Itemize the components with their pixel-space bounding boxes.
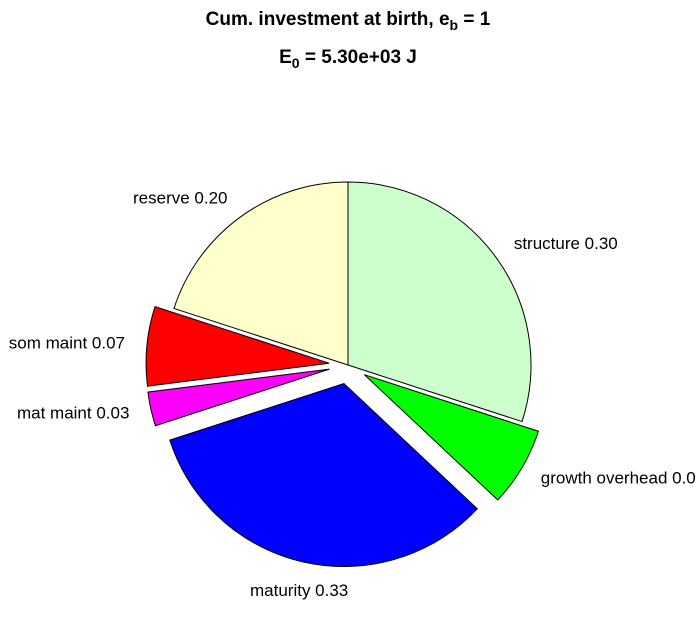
slice-label: growth overhead 0.07 [541,468,696,487]
slice-label: mat maint 0.03 [17,403,129,422]
subtitle-part: E [279,47,292,68]
pie-slice [364,374,540,501]
pie-slice [145,306,330,387]
title-subscript: b [450,17,459,33]
pie-slice [147,368,330,427]
subtitle-part: = 5.30e+03 J [300,47,417,68]
slice-label: reserve 0.20 [133,189,228,208]
slice-label: maturity 0.33 [250,581,348,600]
pie-slice [347,181,532,423]
pie-slice [169,382,478,567]
title-part: = 1 [458,9,491,30]
slice-label: structure 0.30 [514,234,618,253]
subtitle-subscript: 0 [292,55,300,71]
pie-slice [173,181,349,366]
slice-label: som maint 0.07 [9,333,125,352]
chart-subtitle: E0 = 5.30e+03 J [279,47,417,71]
chart-title: Cum. investment at birth, eb = 1 [206,9,491,33]
title-part: Cum. investment at birth, e [206,9,450,30]
